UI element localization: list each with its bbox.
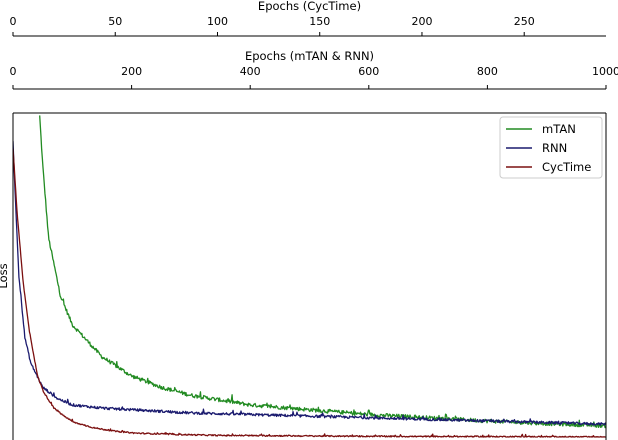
series-line-mtan: [39, 115, 606, 429]
top-axis-mtan-rnn: 0 200 400 600 800 1000 Epochs (mTAN & RNN): [10, 49, 618, 90]
legend: mTAN RNN CycTime: [499, 116, 603, 179]
tick-label-mtan-rnn: 800: [477, 65, 498, 78]
legend-box: [499, 116, 603, 179]
tick-label-mtan-rnn: 0: [10, 65, 17, 78]
series-line-cyctime: [13, 148, 606, 438]
tick-label-cyctime: 250: [514, 15, 535, 28]
axis-label-cyctime: Epochs (CycTime): [258, 0, 361, 13]
tick-label-cyctime: 150: [309, 15, 330, 28]
tick-label-cyctime: 100: [207, 15, 228, 28]
legend-label-cyctime: CycTime: [542, 160, 591, 174]
legend-label-rnn: RNN: [542, 141, 567, 155]
legend-label-mtan: mTAN: [542, 122, 576, 136]
plot-area: Loss: [0, 112, 607, 440]
tick-label-mtan-rnn: 400: [240, 65, 261, 78]
y-axis-label: Loss: [0, 263, 10, 288]
axis-label-mtan-rnn: Epochs (mTAN & RNN): [245, 49, 374, 63]
tick-label-mtan-rnn: 600: [358, 65, 379, 78]
tick-label-cyctime: 200: [411, 15, 432, 28]
tick-label-mtan-rnn: 1000: [592, 65, 618, 78]
tick-label-cyctime: 0: [10, 15, 17, 28]
tick-label-mtan-rnn: 200: [121, 65, 142, 78]
series-line-rnn: [13, 141, 606, 426]
top-axis-cyctime: 0 50 100 150 200 250 Epochs (CycTime): [10, 0, 606, 37]
tick-label-cyctime: 50: [108, 15, 122, 28]
